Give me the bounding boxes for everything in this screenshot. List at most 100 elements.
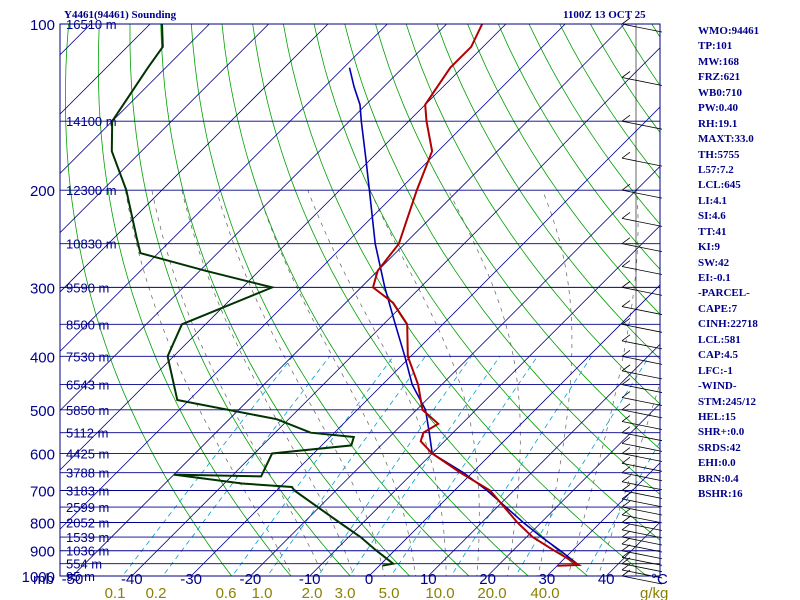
wind-barb (621, 481, 663, 491)
wind-barb-feather (621, 437, 631, 444)
mixing-ratio-tick-label: 0.6 (216, 585, 237, 600)
wind-barbs (621, 17, 663, 585)
mixing-ratio-tick-label: 10.0 (425, 585, 454, 600)
sounding-index: LFC:-1 (698, 364, 733, 377)
sounding-index: CINH:22718 (698, 318, 758, 331)
wind-barb (621, 498, 663, 508)
isotherm-line (60, 24, 329, 293)
sounding-index: TH:5755 (698, 148, 740, 161)
wind-barb (621, 575, 663, 585)
wind-barb-feather (621, 364, 631, 372)
wind-barb-feather (621, 17, 631, 25)
sounding-index: TT:41 (698, 225, 727, 238)
sounding-index: CAP:4.5 (698, 349, 739, 362)
mixing-ratio-line (317, 356, 472, 576)
isotherm-line (250, 165, 660, 576)
pressure-tick-label: 800 (30, 516, 55, 533)
wind-barb-feather (621, 484, 631, 491)
sounding-index: LCL:645 (698, 179, 741, 192)
sounding-index: SI:4.6 (698, 210, 726, 223)
temperature-tick-label: -10 (299, 571, 321, 588)
mixing-ratio-unit-label: g/kg (640, 585, 668, 600)
wind-barb (621, 522, 663, 531)
wind-barb-feather (621, 415, 631, 422)
wind-barb-feather (621, 544, 631, 552)
pressure-tick-label: 700 (30, 483, 55, 500)
mixing-ratio-line (583, 441, 660, 576)
mixing-ratio-line (162, 356, 331, 576)
wind-barb-feather (621, 516, 631, 523)
sounding-index: EI:-0.1 (698, 272, 731, 284)
sounding-index: CAPE:7 (698, 302, 738, 315)
wind-barb-feather (621, 492, 631, 500)
wind-barb (621, 490, 663, 499)
height-label: 1036 m (66, 544, 109, 559)
sounding-index: LI:4.1 (698, 194, 728, 207)
wind-barb (621, 442, 663, 452)
wind-barb (621, 189, 663, 199)
wind-barb (621, 543, 663, 553)
temperature-tick-label: -20 (240, 571, 262, 588)
pressure-tick-label: 400 (30, 349, 55, 366)
height-label: 10830 m (66, 237, 117, 252)
dewpoint-line (110, 24, 396, 567)
wind-barb-feather (621, 350, 631, 357)
temperature-unit-label: °C (651, 571, 668, 588)
wind-barb-feather (621, 183, 631, 191)
pressure-tick-label: 100 (30, 17, 55, 34)
wind-barb-feather (621, 114, 631, 122)
height-label: 554 m (66, 557, 102, 572)
isotherm-line (487, 403, 660, 576)
isotherm-line (60, 24, 507, 471)
isotherm-line (72, 24, 625, 576)
wind-barb (621, 266, 663, 275)
height-label: 9590 m (66, 280, 109, 295)
dry-adiabat-line (313, 24, 660, 541)
sounding-index: STM:245/12 (698, 395, 757, 408)
wind-barb (621, 453, 663, 462)
mixing-ratio-tick-label: 2.0 (302, 585, 323, 600)
wind-barb (621, 556, 663, 566)
temperature-tick-label: 0 (365, 571, 373, 588)
pressure-tick-label: 300 (30, 280, 55, 297)
sounding-index: EHI:0.0 (698, 457, 736, 470)
wind-barb-feather (621, 260, 631, 267)
pressure-tick-label: 200 (30, 183, 55, 200)
temperature-tick-label: -50 (62, 571, 84, 588)
dry-adiabat-line (252, 24, 589, 576)
wind-barb-feather (621, 378, 631, 385)
mixing-ratio-tick-label: 40.0 (530, 585, 559, 600)
wind-barb-feather (621, 237, 631, 244)
height-label: 12300 m (66, 183, 117, 198)
height-label: 8500 m (66, 317, 109, 332)
pressure-tick-label: 900 (30, 544, 55, 561)
dry-adiabat-line (129, 24, 351, 576)
moist-adiabat-line (567, 190, 639, 576)
temperature-line (371, 24, 583, 567)
sounding-index: KI:9 (698, 241, 720, 254)
temperature-tick-label: 40 (598, 571, 615, 588)
pressure-tick-label: 600 (30, 447, 55, 464)
chart-title-time: 1100Z 13 OCT 25 (563, 9, 646, 21)
wind-barb (621, 370, 663, 380)
height-label: 2599 m (66, 500, 109, 515)
height-label: 4425 m (66, 447, 109, 462)
wind-barb (621, 306, 663, 315)
sounding-index: WMO:94461 (698, 25, 760, 37)
dry-adiabat-line (405, 24, 660, 405)
dry-adiabat-line (436, 24, 660, 360)
sounding-index: MAXT:33.0 (698, 133, 754, 146)
height-label: 5112 m (66, 426, 108, 441)
wind-barb (621, 355, 663, 365)
mixing-ratio-tick-label: 0.2 (146, 585, 167, 600)
mixing-ratio-tick-label: 5.0 (379, 585, 400, 600)
wind-barb (621, 157, 663, 167)
wind-barb (621, 323, 663, 333)
plot-frame (59, 23, 661, 577)
wind-barb (621, 462, 663, 472)
wind-barb-feather (621, 318, 631, 325)
wind-barb (621, 432, 663, 442)
chart-title-station: Y4461(94461) Sounding (64, 9, 177, 21)
moist-adiabat-line (448, 190, 521, 576)
